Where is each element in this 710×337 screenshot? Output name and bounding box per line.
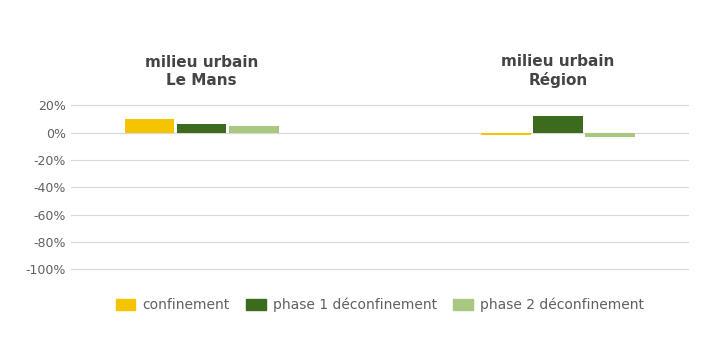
Bar [124,119,174,133]
Bar [481,133,530,135]
Legend: confinement, phase 1 déconfinement, phase 2 déconfinement: confinement, phase 1 déconfinement, phas… [116,298,644,312]
Bar [177,124,226,133]
Bar [229,126,279,133]
Bar [533,116,583,133]
Bar [586,133,635,137]
Text: milieu urbain
Le Mans: milieu urbain Le Mans [145,55,258,88]
Text: milieu urbain
Région: milieu urbain Région [501,54,615,88]
